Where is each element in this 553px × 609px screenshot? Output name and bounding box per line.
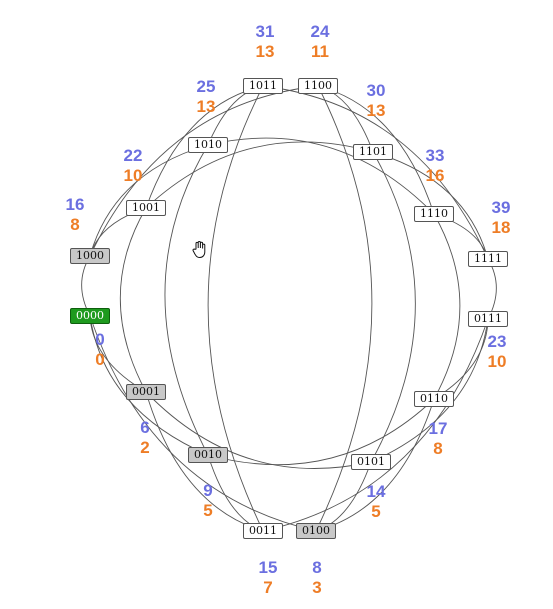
- value-bottom: 10: [487, 352, 507, 371]
- value-label-1011: 31 13: [256, 22, 275, 62]
- value-label-0111: 23 10: [488, 332, 507, 372]
- value-bottom: 3: [312, 578, 322, 597]
- node-1101[interactable]: 1101: [353, 144, 393, 160]
- value-label-1110: 33 16: [426, 146, 445, 186]
- value-top: 31: [255, 22, 275, 41]
- value-top: 30: [366, 81, 386, 100]
- edge-1001-1101: [145, 141, 374, 209]
- node-1011[interactable]: 1011: [243, 78, 283, 94]
- node-0001[interactable]: 0001: [126, 384, 166, 400]
- value-top: 17: [428, 419, 448, 438]
- value-bottom: 10: [123, 166, 143, 185]
- value-top: 24: [310, 22, 330, 41]
- value-top: 8: [312, 558, 322, 577]
- value-bottom: 13: [366, 101, 386, 120]
- value-label-1001: 22 10: [124, 146, 143, 186]
- value-top: 6: [140, 418, 150, 437]
- value-bottom: 13: [255, 42, 275, 61]
- value-bottom: 11: [311, 42, 329, 61]
- edge-0011-0111: [262, 318, 489, 532]
- value-bottom: 8: [433, 439, 443, 458]
- value-bottom: 5: [203, 501, 213, 520]
- node-0011[interactable]: 0011: [243, 523, 283, 539]
- node-0101[interactable]: 0101: [351, 454, 391, 470]
- node-1111[interactable]: 1111: [468, 251, 508, 267]
- edge-1111-0111: [487, 258, 497, 320]
- edge-1001-0001: [119, 207, 147, 393]
- node-0010[interactable]: 0010: [188, 447, 228, 463]
- value-bottom: 5: [371, 502, 381, 521]
- value-top: 15: [258, 558, 278, 577]
- node-1001[interactable]: 1001: [126, 200, 166, 216]
- node-1110[interactable]: 1110: [414, 206, 454, 222]
- node-1100[interactable]: 1100: [298, 78, 338, 94]
- node-1010[interactable]: 1010: [188, 137, 228, 153]
- value-label-0101: 14 5: [367, 482, 386, 522]
- value-label-1101: 30 13: [367, 81, 386, 121]
- value-top: 14: [366, 482, 386, 501]
- value-label-0110: 17 8: [429, 419, 448, 459]
- value-bottom: 13: [196, 97, 216, 116]
- value-top: 33: [425, 146, 445, 165]
- edge-0000-0100: [89, 315, 317, 532]
- value-top: 25: [196, 77, 216, 96]
- value-bottom: 16: [425, 166, 445, 185]
- value-bottom: 18: [491, 218, 511, 237]
- value-bottom: 0: [95, 350, 105, 369]
- edge-1011-0011: [207, 85, 264, 532]
- edge-1000-1010: [89, 144, 209, 257]
- edge-1010-0010: [164, 144, 209, 456]
- value-top: 0: [95, 330, 105, 349]
- node-0111[interactable]: 0111: [468, 311, 508, 327]
- value-top: 9: [203, 481, 213, 500]
- value-bottom: 8: [70, 215, 80, 234]
- edge-1110-0110: [433, 213, 461, 400]
- edge-1100-0100: [315, 85, 373, 532]
- node-1000[interactable]: 1000: [70, 248, 110, 264]
- edge-0110-0111: [433, 318, 489, 400]
- value-label-1000: 16 8: [66, 195, 85, 235]
- value-label-0011: 15 7: [259, 558, 278, 598]
- edge-1101-1111: [372, 151, 489, 260]
- node-0000[interactable]: 0000: [70, 308, 110, 324]
- edge-1101-0101: [370, 151, 416, 463]
- node-0100[interactable]: 0100: [296, 523, 336, 539]
- edge-1000-0000: [81, 255, 91, 317]
- value-top: 16: [65, 195, 85, 214]
- value-label-1100: 24 11: [311, 22, 330, 62]
- value-bottom: 2: [140, 438, 150, 457]
- value-label-1111: 39 18: [492, 198, 511, 238]
- edge-1010-1110: [207, 137, 435, 215]
- value-top: 23: [487, 332, 507, 351]
- value-top: 39: [491, 198, 511, 217]
- edge-0001-0101: [145, 391, 372, 469]
- value-top: 22: [123, 146, 143, 165]
- value-bottom: 7: [263, 578, 273, 597]
- node-0110[interactable]: 0110: [414, 391, 454, 407]
- edge-0010-0110: [207, 398, 435, 466]
- hand-pointer-icon: [192, 241, 206, 259]
- value-label-1010: 25 13: [197, 77, 216, 117]
